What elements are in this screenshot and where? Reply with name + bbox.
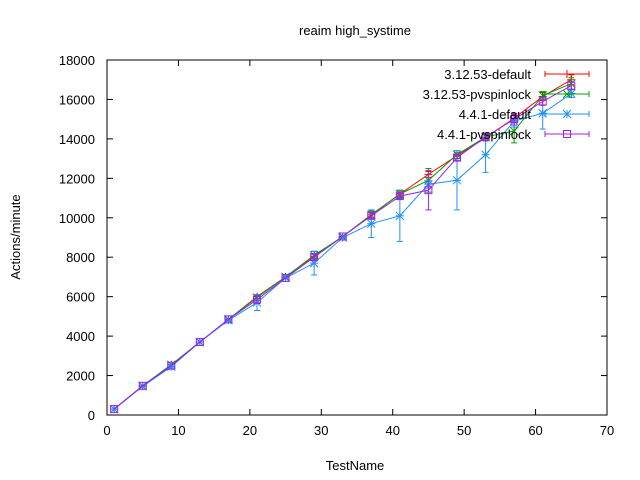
marker-stroke bbox=[509, 126, 519, 136]
x-tick-label: 60 bbox=[528, 423, 542, 438]
data-point bbox=[481, 132, 490, 141]
y-tick-label: 10000 bbox=[59, 211, 95, 226]
marker-square bbox=[538, 97, 547, 106]
data-point bbox=[563, 70, 571, 78]
marker-square bbox=[563, 130, 571, 138]
data-point bbox=[110, 405, 119, 414]
plot-area bbox=[109, 74, 576, 414]
data-point bbox=[453, 153, 461, 162]
data-point bbox=[367, 211, 376, 220]
marker-square bbox=[510, 115, 519, 124]
y-axis-label: Actions/minute bbox=[8, 194, 23, 279]
series-3.12.53-default bbox=[110, 74, 576, 414]
marker-stroke bbox=[562, 109, 572, 119]
data-point bbox=[281, 273, 290, 282]
data-point bbox=[510, 115, 519, 124]
data-point bbox=[424, 186, 433, 195]
data-point bbox=[538, 108, 548, 118]
y-tick-label: 6000 bbox=[66, 290, 95, 305]
legend-label: 3.12.53-pvspinlock bbox=[423, 87, 532, 102]
data-point bbox=[366, 219, 376, 229]
x-tick-label: 50 bbox=[457, 423, 471, 438]
legend: 3.12.53-default 3.12.53-pvspinlock 4.4.1-d… bbox=[423, 67, 590, 142]
y-tick-label: 4000 bbox=[66, 329, 95, 344]
marker-stroke bbox=[452, 175, 462, 185]
marker-square bbox=[453, 153, 461, 162]
x-tick-label: 0 bbox=[103, 423, 110, 438]
data-point bbox=[310, 253, 319, 262]
marker-square bbox=[367, 211, 376, 220]
data-point bbox=[509, 126, 519, 136]
data-point bbox=[338, 232, 347, 241]
x-tick-label: 10 bbox=[171, 423, 185, 438]
series-line bbox=[113, 85, 572, 410]
legend-label: 4.4.1-default bbox=[459, 107, 532, 122]
marker-square bbox=[253, 295, 261, 304]
y-tick-label: 16000 bbox=[59, 92, 95, 107]
data-point bbox=[481, 150, 490, 160]
y-tick-label: 18000 bbox=[59, 53, 95, 68]
x-tick-label: 70 bbox=[600, 423, 614, 438]
x-tick-label: 40 bbox=[385, 423, 399, 438]
data-point bbox=[563, 130, 571, 138]
data-point bbox=[195, 338, 204, 347]
marker-square bbox=[338, 232, 347, 241]
y-tick-label: 12000 bbox=[59, 171, 95, 186]
y-tick-label: 2000 bbox=[66, 369, 95, 384]
marker-square bbox=[167, 361, 176, 370]
axis-ticks: 0 10 20 30 40 50 60 70 0 2000 4000 6000 8000 10000 120… bbox=[59, 53, 614, 438]
data-point bbox=[395, 192, 404, 201]
marker-square bbox=[138, 381, 147, 390]
marker-stroke bbox=[366, 219, 376, 229]
data-point bbox=[395, 211, 405, 221]
x-axis-label: TestName bbox=[326, 458, 385, 473]
marker-square bbox=[224, 315, 233, 324]
marker-square bbox=[395, 192, 404, 201]
data-point bbox=[167, 361, 176, 370]
data-point bbox=[562, 109, 572, 119]
data-point bbox=[567, 81, 576, 90]
marker-square bbox=[110, 405, 119, 414]
series-4.4.1-pvspinlock bbox=[110, 81, 576, 414]
legend-label: 4.4.1-pvspinlock bbox=[437, 127, 531, 142]
marker-square bbox=[310, 253, 319, 262]
marker-square bbox=[567, 81, 576, 90]
data-point bbox=[538, 97, 547, 106]
y-tick-label: 14000 bbox=[59, 132, 95, 147]
marker-stroke bbox=[481, 150, 490, 160]
data-point bbox=[253, 295, 261, 304]
data-point bbox=[138, 381, 147, 390]
data-point bbox=[452, 175, 462, 185]
legend-label: 3.12.53-default bbox=[444, 67, 531, 82]
y-tick-label: 8000 bbox=[66, 250, 95, 265]
x-tick-label: 30 bbox=[314, 423, 328, 438]
y-tick-label: 0 bbox=[88, 408, 95, 423]
x-tick-label: 20 bbox=[243, 423, 257, 438]
marker-square bbox=[195, 338, 204, 347]
marker-square bbox=[281, 273, 290, 282]
plot-frame bbox=[106, 59, 608, 416]
data-point bbox=[562, 89, 572, 99]
marker-square bbox=[424, 186, 433, 195]
marker-stroke bbox=[562, 89, 572, 99]
data-point bbox=[224, 315, 233, 324]
marker-square bbox=[481, 132, 490, 141]
marker-stroke bbox=[538, 108, 548, 118]
marker-stroke bbox=[395, 211, 405, 221]
chart-title: reaim high_systime bbox=[299, 23, 411, 38]
